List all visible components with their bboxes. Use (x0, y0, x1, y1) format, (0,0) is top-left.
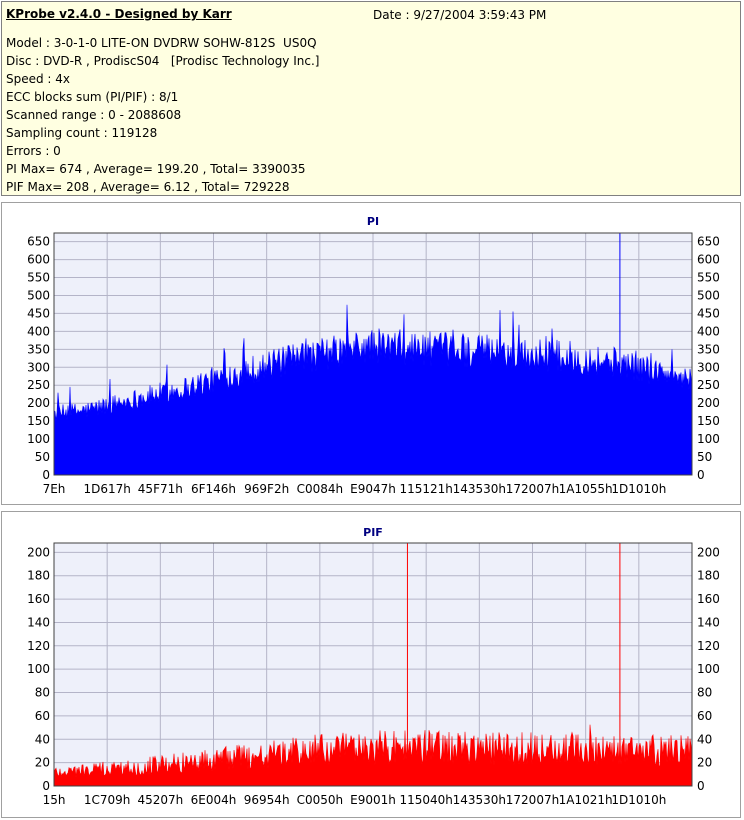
pif-ytick-left: 0 (42, 779, 50, 793)
pi-ytick-right: 400 (697, 324, 720, 338)
info-scanned-range: Scanned range : 0 - 2088608 (6, 108, 182, 122)
pi-xtick-label: 45F71h (138, 482, 183, 496)
pif-ytick-right: 140 (697, 615, 720, 629)
pif-xtick-label: 1C709h (84, 793, 131, 807)
pif-xtick-label: E9001h (350, 793, 396, 807)
pi-ytick-left: 100 (27, 432, 50, 446)
pi-chart: PI 0 0 50 50 100 100 150 150 200 200 250 250 300 300 35… (27, 215, 720, 496)
scan-date: Date : 9/27/2004 3:59:43 PM (373, 8, 547, 22)
pi-xtick-label: 1D617h (83, 482, 130, 496)
pif-ytick-left: 200 (27, 545, 50, 559)
pif-ytick-left: 100 (27, 662, 50, 676)
pif-ytick-right: 60 (697, 709, 712, 723)
app-title: KProbe v2.4.0 - Designed by Karr (6, 7, 232, 21)
pif-ytick-left: 160 (27, 592, 50, 606)
pif-xtick-label: 1A1021h (559, 793, 613, 807)
pif-ytick-right: 0 (697, 779, 705, 793)
pif-ytick-right: 120 (697, 639, 720, 653)
pi-series-area (53, 304, 693, 476)
pi-ytick-right: 250 (697, 378, 720, 392)
pi-ytick-right: 550 (697, 271, 720, 285)
pif-ytick-left: 120 (27, 639, 50, 653)
pi-ytick-left: 550 (27, 271, 50, 285)
pif-xtick-label: 15h (43, 793, 66, 807)
pif-ytick-right: 200 (697, 545, 720, 559)
pi-xtick-label: 172007h (506, 482, 559, 496)
pif-chart-title: PIF (363, 526, 383, 539)
pi-ytick-left: 250 (27, 378, 50, 392)
pi-ytick-left: 500 (27, 288, 50, 302)
pif-ytick-right: 180 (697, 569, 720, 583)
pi-ytick-left: 350 (27, 342, 50, 356)
pif-ytick-right: 160 (697, 592, 720, 606)
pif-ytick-right: 40 (697, 732, 712, 746)
pi-ytick-right: 450 (697, 306, 720, 320)
pi-xtick-label: C0084h (297, 482, 344, 496)
pi-xtick-label: 143530h (453, 482, 506, 496)
pif-ytick-left: 140 (27, 615, 50, 629)
info-pi-stats: PI Max= 674 , Average= 199.20 , Total= 3… (6, 162, 306, 176)
pif-ytick-right: 80 (697, 686, 712, 700)
pi-ytick-left: 450 (27, 306, 50, 320)
pi-xtick-label: E9047h (350, 482, 396, 496)
pi-ytick-right: 100 (697, 432, 720, 446)
info-model: Model : 3-0-1-0 LITE-ON DVDRW SOHW-812S … (6, 36, 317, 50)
pif-xtick-label: C0050h (297, 793, 344, 807)
pif-chart-panel: PIF 0 0 20 20 40 40 60 60 80 80 100 100 120 120 140 140 1… (1, 511, 741, 818)
pi-ytick-left: 600 (27, 253, 50, 267)
pi-xtick-label: 115121h (399, 482, 452, 496)
pif-ytick-left: 180 (27, 569, 50, 583)
info-sampling-count: Sampling count : 119128 (6, 126, 158, 140)
pi-ytick-right: 500 (697, 288, 720, 302)
pi-xtick-label: 1D1010h (611, 482, 666, 496)
pi-ytick-right: 0 (697, 468, 705, 482)
info-pif-stats: PIF Max= 208 , Average= 6.12 , Total= 72… (6, 180, 290, 194)
pi-ytick-right: 150 (697, 414, 720, 428)
pi-ytick-right: 650 (697, 235, 720, 249)
pif-ytick-left: 60 (35, 709, 50, 723)
pif-xtick-label: 172007h (506, 793, 559, 807)
info-ecc-sum: ECC blocks sum (PI/PIF) : 8/1 (6, 90, 179, 104)
pi-ytick-right: 300 (697, 360, 720, 374)
pif-xtick-label: 45207h (137, 793, 183, 807)
pif-ytick-left: 40 (35, 732, 50, 746)
pi-xtick-label: 969F2h (244, 482, 289, 496)
pif-ytick-left: 80 (35, 686, 50, 700)
pi-ytick-left: 400 (27, 324, 50, 338)
pi-ytick-left: 0 (42, 468, 50, 482)
pi-ytick-right: 50 (697, 450, 712, 464)
pif-plot-border (53, 542, 693, 787)
pi-chart-title: PI (367, 215, 379, 228)
info-errors: Errors : 0 (6, 144, 61, 158)
pi-xtick-label: 1A1055h (559, 482, 613, 496)
pi-ytick-right: 350 (697, 342, 720, 356)
pif-xtick-label: 6E004h (191, 793, 237, 807)
pif-xtick-label: 115040h (399, 793, 452, 807)
pif-ytick-right: 100 (697, 662, 720, 676)
pif-xtick-label: 143530h (453, 793, 506, 807)
pi-ytick-left: 200 (27, 396, 50, 410)
info-disc: Disc : DVD-R , ProdiscS04 [Prodisc Techn… (6, 54, 320, 68)
pi-xtick-label: 7Eh (43, 482, 66, 496)
pi-ytick-right: 600 (697, 253, 720, 267)
pi-ytick-right: 200 (697, 396, 720, 410)
pif-series-area (53, 724, 693, 787)
pi-ytick-left: 650 (27, 235, 50, 249)
pif-ytick-right: 20 (697, 756, 712, 770)
pi-ytick-left: 150 (27, 414, 50, 428)
pi-xtick-label: 6F146h (191, 482, 236, 496)
pif-xtick-label: 96954h (244, 793, 290, 807)
pif-ytick-left: 20 (35, 756, 50, 770)
info-panel: KProbe v2.4.0 - Designed by Karr Date : … (1, 1, 741, 196)
pi-chart-panel: PI 0 0 50 50 100 100 150 150 200 200 250 250 300 300 35… (1, 202, 741, 505)
pi-ytick-left: 50 (35, 450, 50, 464)
pif-xtick-label: 1D1010h (611, 793, 666, 807)
pi-plot-border (53, 232, 693, 476)
info-speed: Speed : 4x (6, 72, 71, 86)
pif-chart: PIF 0 0 20 20 40 40 60 60 80 80 100 100 120 120 140 140 1… (27, 526, 720, 807)
pi-ytick-left: 300 (27, 360, 50, 374)
